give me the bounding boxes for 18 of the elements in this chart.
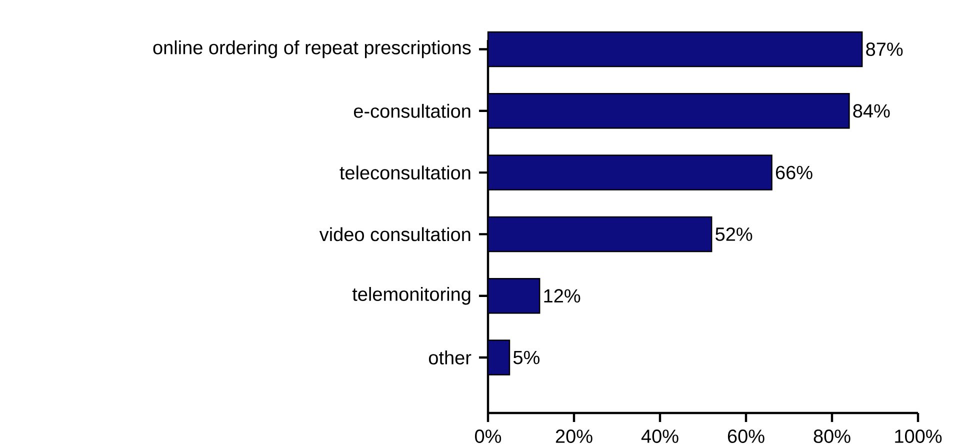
x-tick-label: 100% [895,430,942,443]
data-label: 84% [853,104,890,118]
y-tick-label: other [428,350,472,364]
y-tick-label: video consultation [319,227,470,242]
x-tick-label: 80% [814,430,850,443]
data-label: 52% [716,227,752,241]
x-tick-label: 0% [475,430,502,443]
data-label: 12% [544,289,580,303]
x-tick-label: 20% [556,430,592,443]
x-tick-label: 40% [641,430,678,443]
y-tick-label: telemonitoring [352,287,470,305]
data-label: 66% [776,166,812,180]
x-tick-label: 60% [728,430,764,443]
data-label: 87% [866,42,903,56]
y-tick-label: online ordering of repeat prescriptions [153,40,471,58]
y-tick-label: teleconsultation [340,166,470,180]
y-tick-label: e-consultation [354,104,470,118]
data-label: 5% [513,350,540,364]
